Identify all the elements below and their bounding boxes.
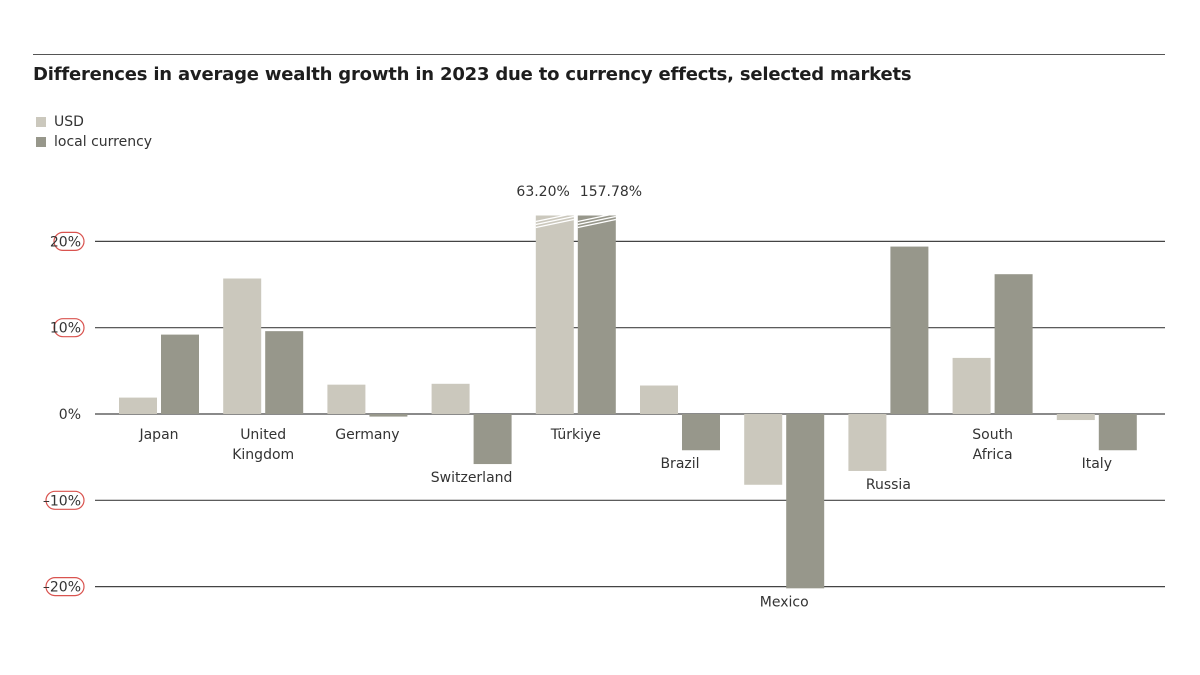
legend-item-local-currency: local currency	[36, 132, 152, 152]
bar-usd	[535, 215, 574, 414]
x-category-label: Italy	[1082, 456, 1112, 472]
bar-usd	[223, 278, 262, 414]
legend: USD local currency	[36, 112, 152, 152]
x-category-label: Kingdom	[232, 447, 294, 463]
x-category-label: Russia	[866, 477, 911, 493]
bar-usd	[431, 383, 470, 414]
axis-break-mark	[535, 215, 574, 226]
bar-usd	[640, 385, 678, 414]
legend-swatch-local-currency	[36, 137, 46, 147]
y-tick-label: –20%	[43, 580, 81, 596]
x-category-label: Germany	[335, 427, 399, 443]
data-label: 63.20%	[516, 184, 569, 200]
tick-highlight	[45, 490, 85, 510]
tick-highlight	[53, 231, 85, 251]
chart-title: Differences in average wealth growth in …	[33, 64, 912, 85]
axis-break-mark	[577, 212, 616, 223]
bar-usd	[744, 414, 783, 485]
axis-break-mark	[577, 215, 616, 226]
legend-label-local-currency: local currency	[54, 134, 153, 150]
x-category-label: United	[240, 427, 286, 443]
x-category-label: Mexico	[760, 594, 809, 610]
legend-swatch-usd	[36, 117, 46, 127]
bar-local-currency	[473, 414, 512, 465]
bar-usd	[1056, 414, 1095, 421]
x-category-label: Switzerland	[431, 470, 513, 486]
data-label: 157.78%	[580, 184, 642, 200]
x-category-label: Brazil	[660, 456, 699, 472]
legend-item-usd: USD	[36, 112, 152, 132]
legend-label-usd: USD	[54, 114, 84, 130]
bar-usd	[952, 357, 991, 414]
bar-local-currency	[890, 246, 929, 414]
bar-local-currency	[577, 215, 616, 414]
y-tick-label: 0%	[59, 407, 81, 423]
bar-local-currency	[994, 274, 1033, 414]
bar-local-currency	[369, 414, 408, 417]
x-category-label: Africa	[973, 447, 1013, 463]
x-category-label: Türkiye	[550, 427, 601, 443]
bar-local-currency	[682, 414, 720, 451]
x-category-label: Japan	[138, 427, 178, 443]
bar-usd	[327, 384, 366, 414]
y-tick-label: –10%	[43, 493, 81, 509]
bar-usd	[848, 414, 887, 471]
bar-local-currency	[1098, 414, 1137, 451]
y-tick-label: 20%	[50, 234, 81, 250]
bar-local-currency	[786, 414, 825, 589]
y-tick-label: 10%	[50, 321, 81, 337]
bar-local-currency	[265, 331, 304, 414]
axis-break-mark	[577, 218, 616, 229]
tick-highlight	[45, 576, 85, 597]
bar-usd	[119, 397, 157, 414]
x-category-label: South	[972, 427, 1013, 443]
axis-break-mark	[535, 218, 574, 229]
top-rule	[33, 54, 1165, 55]
axis-break-mark	[535, 212, 574, 223]
bar-local-currency	[161, 334, 199, 414]
tick-highlight	[53, 318, 85, 338]
